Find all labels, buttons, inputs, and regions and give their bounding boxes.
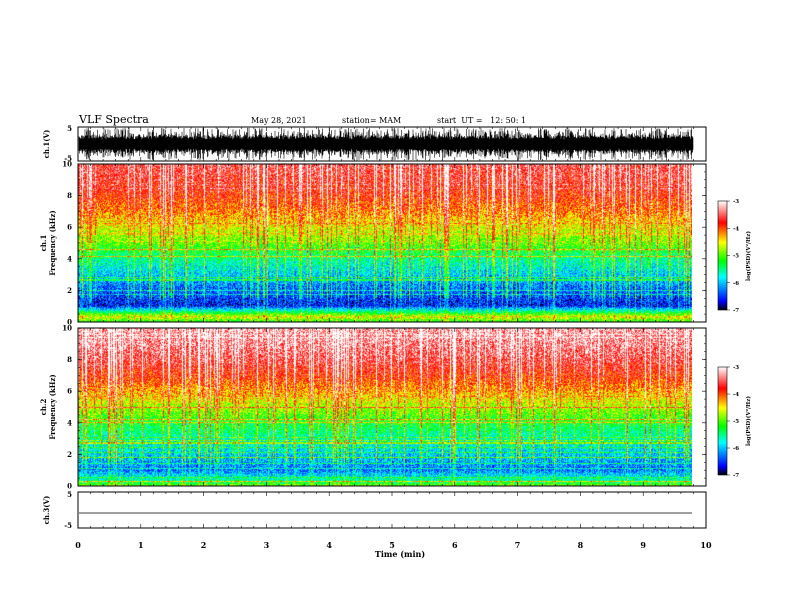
x-tick-label: 9 [640, 540, 646, 550]
spec-ytick-label: 8 [67, 191, 72, 200]
ch3-ylabel: ch.3(V) [42, 496, 51, 525]
x-axis: 0 1 2 3 4 5 6 7 8 9 10 [75, 127, 712, 550]
colorbar-tick-label: -4 [733, 392, 739, 398]
ch3-ytick-bottom: -5 [64, 521, 72, 530]
colorbar-tick-label: -3 [733, 365, 739, 371]
figure-start-time: start UT = 12: 50: 1 [437, 116, 526, 125]
spec-ytick-label: 8 [67, 355, 72, 364]
x-tick-label: 8 [578, 540, 584, 550]
ch1-spectrogram-panel: ch.1 Frequency (kHz) 0 2 4 6 8 10 [39, 160, 707, 327]
x-tick-label: 4 [326, 540, 332, 550]
ch1-waveform-panel: 5 -5 ch.1(V) [42, 124, 707, 163]
spec-ytick-label: 10 [62, 324, 72, 333]
spec-ytick-label: 2 [67, 286, 72, 295]
colorbar-tick-label: -6 [733, 446, 739, 452]
ch1-spec-ylabel-channel: ch.1 [39, 235, 48, 252]
x-tick-label: 7 [515, 540, 521, 550]
ch2-spectrogram-image [78, 328, 692, 486]
spec-ytick-label: 0 [67, 318, 72, 327]
x-tick-label: 2 [201, 540, 207, 550]
spec-ytick-label: 2 [67, 450, 72, 459]
ch1-ytick-top: 5 [67, 124, 72, 133]
ch1-spec-ylabel-freq: Frequency (kHz) [48, 210, 57, 275]
figure-date: May 28, 2021 [251, 116, 307, 125]
spec-ytick-label: 4 [67, 418, 72, 427]
x-tick-label: 6 [452, 540, 458, 550]
ch3-waveform-panel: 5 -5 ch.3(V) [42, 490, 707, 530]
ch2-spec-ylabel-channel: ch.2 [39, 399, 48, 416]
colorbar-tick-label: -6 [733, 281, 739, 287]
x-axis-label: Time (min) [375, 549, 425, 559]
ch2-spec-yticks: 0 2 4 6 8 10 [62, 324, 706, 491]
x-tick-label: 0 [75, 540, 81, 550]
ch3-ytick-top: 5 [67, 490, 72, 499]
spec-ytick-label: 4 [67, 254, 72, 263]
x-tick-label: 1 [138, 540, 144, 550]
x-tick-label: 10 [700, 540, 712, 550]
colorbar-tick-label: -5 [733, 419, 739, 425]
colorbar-ch2: -3 -4 -5 -6 -7 log(PSD)(V²/Hz) [717, 365, 752, 479]
ch2-spec-ylabel-freq: Frequency (kHz) [48, 374, 57, 439]
colorbar-ch1: -3 -4 -5 -6 -7 log(PSD)(V²/Hz) [717, 199, 752, 314]
colorbar-tick-label: -7 [733, 308, 739, 314]
spec-ytick-label: 6 [67, 223, 72, 232]
ch1-spec-yticks: 0 2 4 6 8 10 [62, 160, 706, 327]
x-tick-label: 3 [264, 540, 270, 550]
colorbar-tick-label: -5 [733, 254, 739, 260]
ch1-waveform-line [78, 127, 694, 161]
colorbar-ch1-label: log(PSD)(V²/Hz) [745, 231, 752, 281]
figure-station: station= MAM [342, 116, 401, 125]
colorbar-tick-label: -4 [733, 226, 739, 232]
ch2-spectrogram-panel: ch.2 Frequency (kHz) 0 2 4 6 8 10 [39, 324, 707, 491]
colorbar-tick-label: -3 [733, 199, 739, 205]
x-tick-label: 5 [389, 540, 395, 550]
spec-ytick-label: 0 [67, 482, 72, 491]
spec-ytick-label: 10 [62, 160, 72, 169]
spec-ytick-label: 6 [67, 387, 72, 396]
ch1-ylabel: ch.1(V) [42, 130, 51, 159]
colorbar-tick-label: -7 [733, 473, 739, 479]
ch1-ytick-bottom: -5 [64, 154, 72, 163]
figure-title: VLF Spectra [78, 113, 149, 126]
ch1-spectrogram-image [78, 164, 692, 322]
colorbar-ch2-label: log(PSD)(V²/Hz) [745, 396, 752, 446]
